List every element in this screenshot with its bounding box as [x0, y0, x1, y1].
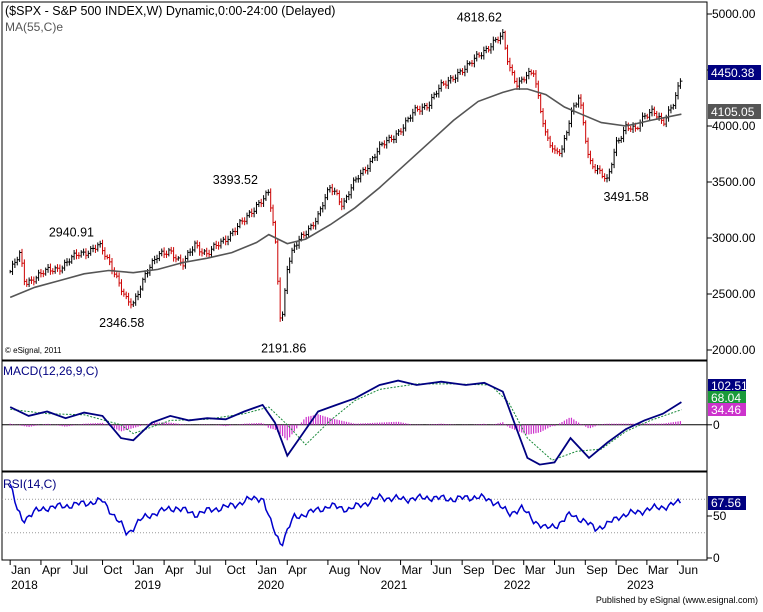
x-month-label: Mar	[402, 563, 423, 577]
signal-tag-value: 68.04	[711, 391, 741, 405]
x-year-label: 2020	[257, 578, 284, 592]
price-tag-value: 4450.38	[711, 66, 755, 80]
price-tick-label: 3500.00	[712, 175, 756, 189]
price-tag: 4450.38	[708, 65, 761, 80]
price-annotation: 3491.58	[603, 190, 648, 204]
price-annotation: 2191.86	[261, 342, 306, 356]
price-tick-label: 5000.00	[712, 7, 756, 21]
ma-tag: 4105.05	[708, 104, 761, 119]
price-annotation: 2940.91	[49, 226, 94, 240]
ma-label: MA(55,C)e	[5, 20, 63, 34]
x-axis: Jan Apr Jul Oct Jan Apr Jul Oct Jan Apr Aug Nov Mar J…	[9, 560, 698, 592]
x-month-label: Jan	[134, 563, 153, 577]
signal-tag-box	[708, 391, 746, 404]
x-year-label: 2022	[504, 578, 531, 592]
x-year-label: 2019	[134, 578, 161, 592]
x-month-label: Jun	[432, 563, 451, 577]
price-panel-frame	[1, 1, 708, 361]
x-year-label: 2018	[11, 578, 38, 592]
x-month-label: Jun	[556, 563, 575, 577]
ma-tag-box	[708, 104, 761, 119]
macd-line	[9, 379, 682, 466]
price-tick-label: 4000.00	[712, 119, 756, 133]
rsi-panel-frame	[1, 471, 708, 561]
rsi-line	[9, 483, 682, 547]
hist-tag-box	[708, 403, 746, 416]
rsi-line-group	[9, 483, 682, 547]
copyright-text: © eSignal, 2011	[5, 346, 62, 355]
x-month-label: Apr	[288, 563, 307, 577]
x-month-label: Oct	[104, 563, 123, 577]
x-month-label: Apr	[42, 563, 61, 577]
x-month-label: Jun	[679, 563, 698, 577]
rsi-tick-label: 0	[713, 551, 720, 565]
x-month-label: Sep	[586, 563, 608, 577]
x-month-label: Mar	[525, 563, 546, 577]
x-month-label: Jul	[73, 563, 88, 577]
rsi-tag-box	[708, 496, 746, 510]
price-annotation: 3393.52	[213, 173, 258, 187]
macd-axis: 0	[707, 418, 720, 432]
price-tick-label: 3000.00	[712, 231, 756, 245]
x-year-label: 2021	[381, 578, 408, 592]
rsi-axis: 0 50	[707, 509, 727, 565]
macd-tags: 102.51 68.04 34.46	[708, 379, 748, 417]
macd-lines	[9, 379, 682, 466]
footer-text: Published by eSignal (www.esignal.com)	[596, 595, 758, 605]
macd-panel-frame	[1, 360, 708, 472]
price-annotation: 2346.58	[99, 316, 144, 330]
rsi-label: RSI(14,C)	[3, 477, 56, 491]
x-year-label: 2023	[627, 578, 654, 592]
x-month-label: Jan	[257, 563, 276, 577]
signal-line	[10, 383, 682, 461]
x-month-label: Jul	[196, 563, 211, 577]
macd-histogram	[9, 414, 682, 441]
ma-line	[9, 88, 682, 299]
price-tag-box	[708, 65, 761, 80]
ma-line-group	[9, 88, 682, 299]
hist-tag-value: 34.46	[711, 403, 741, 417]
x-month-label: Dec	[617, 563, 638, 577]
x-month-label: Dec	[494, 563, 515, 577]
price-panel: ($SPX - S&P 500 INDEX,W) Dynamic,0:00-24…	[1, 1, 708, 361]
x-month-label: Nov	[360, 563, 381, 577]
x-month-label: Apr	[165, 563, 184, 577]
macd-label: MACD(12,26,9,C)	[3, 364, 98, 378]
price-tick-label: 2500.00	[712, 287, 756, 301]
x-month-label: Mar	[648, 563, 669, 577]
rsi-guides	[2, 498, 707, 534]
ma-tag-value: 4105.05	[711, 105, 755, 119]
rsi-tag: 67.56	[708, 496, 746, 510]
x-month-label: Sep	[463, 563, 485, 577]
macd-panel: MACD(12,26,9,C)	[1, 360, 708, 472]
price-tick-label: 2000.00	[712, 343, 756, 357]
x-month-label: Oct	[227, 563, 246, 577]
chart-title: ($SPX - S&P 500 INDEX,W) Dynamic,0:00-24…	[5, 4, 335, 18]
x-month-label: Jan	[11, 563, 30, 577]
macd-tick-label: 0	[713, 418, 720, 432]
rsi-panel: RSI(14,C)	[1, 471, 708, 561]
price-annotation: 4818.62	[457, 10, 502, 24]
rsi-tag-value: 67.56	[711, 496, 741, 510]
rsi-tick-label: 50	[713, 509, 727, 523]
macd-tag-value: 102.51	[711, 379, 748, 393]
macd-tag-box	[708, 379, 746, 392]
price-annotations: 4818.62 3393.52 2940.91 2346.58 2191.86 3491.…	[49, 10, 649, 355]
x-month-label: Aug	[329, 563, 350, 577]
